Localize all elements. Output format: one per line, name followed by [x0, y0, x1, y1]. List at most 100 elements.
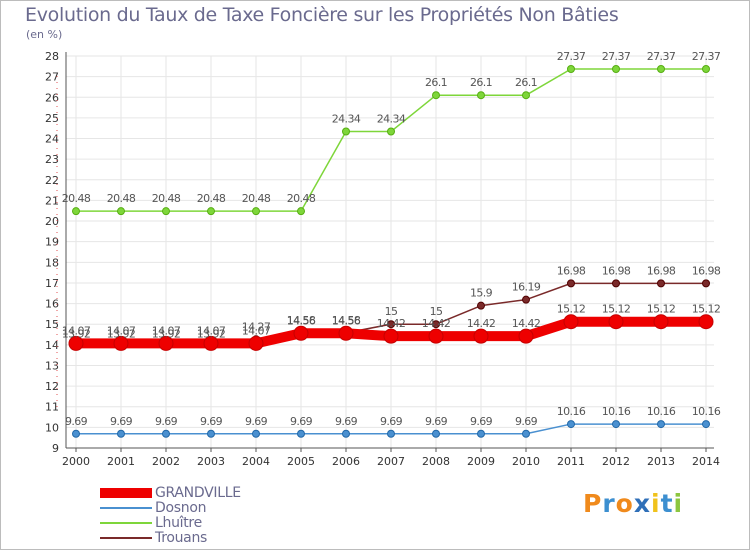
y-tick-label: 20 [45, 215, 59, 228]
data-label: 15 [430, 305, 443, 318]
data-label: 9.69 [470, 415, 493, 428]
data-label: 9.69 [290, 415, 313, 428]
data-label: 16.98 [647, 264, 676, 277]
data-label: 15.12 [647, 303, 676, 316]
data-point [203, 335, 219, 351]
data-label: 20.48 [107, 192, 136, 205]
x-tick-label: 2006 [332, 455, 360, 468]
data-point [567, 64, 575, 73]
data-point [162, 429, 170, 438]
y-tick-label: 14 [45, 339, 59, 352]
y-tick-label: 11 [45, 401, 59, 414]
data-label: 9.69 [200, 415, 223, 428]
data-point [612, 279, 620, 288]
data-point [698, 314, 714, 330]
y-tick-label: 28 [45, 50, 59, 63]
data-label: 16.98 [602, 264, 631, 277]
data-point [657, 64, 665, 73]
y-tick-label: 26 [45, 91, 59, 104]
data-label: 14.42 [377, 317, 406, 330]
data-label: 14.07 [62, 324, 91, 337]
data-point [477, 301, 485, 310]
logo-letter: t [660, 489, 674, 518]
y-tick-label: 23 [45, 153, 59, 166]
data-point [518, 328, 534, 344]
data-point [297, 429, 305, 438]
data-point [612, 420, 620, 429]
x-tick-label: 2010 [512, 455, 540, 468]
legend-label: Trouans [155, 530, 208, 546]
data-label: 20.48 [152, 192, 181, 205]
legend-swatch [100, 537, 152, 539]
data-point [567, 420, 575, 429]
data-label: 10.16 [557, 405, 586, 418]
data-label: 9.69 [335, 415, 358, 428]
data-point [657, 279, 665, 288]
proxiti-logo: Proxiti [583, 489, 683, 518]
data-point [117, 207, 125, 216]
data-point [522, 295, 530, 304]
logo-letter: o [615, 489, 634, 518]
data-point [297, 207, 305, 216]
data-label: 14.42 [467, 317, 496, 330]
data-point [432, 320, 440, 329]
data-label: 14.56 [287, 314, 316, 327]
x-tick-label: 2011 [557, 455, 585, 468]
data-label: 27.37 [602, 50, 631, 63]
data-label: 13.92 [197, 327, 226, 340]
unit-label: (en %) [26, 28, 63, 41]
data-point [383, 328, 399, 344]
data-label: 14.27 [242, 320, 271, 333]
data-point [387, 320, 395, 329]
legend-swatch [100, 507, 152, 509]
data-point [428, 328, 444, 344]
data-label: 16.19 [512, 281, 541, 294]
data-point [432, 91, 440, 100]
data-label: 14.07 [242, 324, 271, 337]
data-label: 15.12 [602, 303, 631, 316]
data-label: 20.48 [287, 192, 316, 205]
data-label: 10.16 [602, 405, 631, 418]
y-tick-label: 9 [52, 442, 59, 455]
data-point [72, 429, 80, 438]
legend-label: Dosnon [155, 500, 207, 516]
data-label: 9.69 [65, 415, 88, 428]
data-point [342, 127, 350, 136]
y-tick-label: 10 [45, 421, 59, 434]
data-point [207, 429, 215, 438]
data-point [113, 335, 129, 351]
data-label: 9.69 [380, 415, 403, 428]
data-point [702, 279, 710, 288]
data-point [567, 279, 575, 288]
data-label: 20.48 [62, 192, 91, 205]
data-label: 24.34 [377, 113, 406, 126]
data-label: 14.42 [512, 317, 541, 330]
data-label: 13.92 [62, 327, 91, 340]
plot-area [66, 56, 714, 448]
y-tick-label: 19 [45, 236, 59, 249]
legend-swatch [100, 488, 152, 498]
data-point [338, 325, 354, 341]
legend-swatch [100, 522, 152, 524]
data-label: 26.1 [515, 76, 537, 89]
data-point [72, 207, 80, 216]
data-label: 9.69 [155, 415, 178, 428]
data-label: 14.42 [422, 317, 451, 330]
data-label: 9.69 [425, 415, 448, 428]
data-point [702, 420, 710, 429]
data-point [653, 314, 669, 330]
data-point [158, 335, 174, 351]
y-tick-label: 12 [45, 380, 59, 393]
y-tick-label: 27 [45, 71, 59, 84]
data-label: 16.98 [692, 264, 721, 277]
y-tick-label: 13 [45, 359, 59, 372]
data-label: 13.92 [107, 327, 136, 340]
data-label: 14.58 [332, 314, 361, 327]
y-tick-label: 24 [45, 133, 59, 146]
data-label: 20.48 [197, 192, 226, 205]
x-tick-label: 2005 [287, 455, 315, 468]
x-tick-label: 2014 [692, 455, 720, 468]
x-tick-label: 2003 [197, 455, 225, 468]
data-point [387, 429, 395, 438]
data-label: 24.34 [332, 113, 361, 126]
